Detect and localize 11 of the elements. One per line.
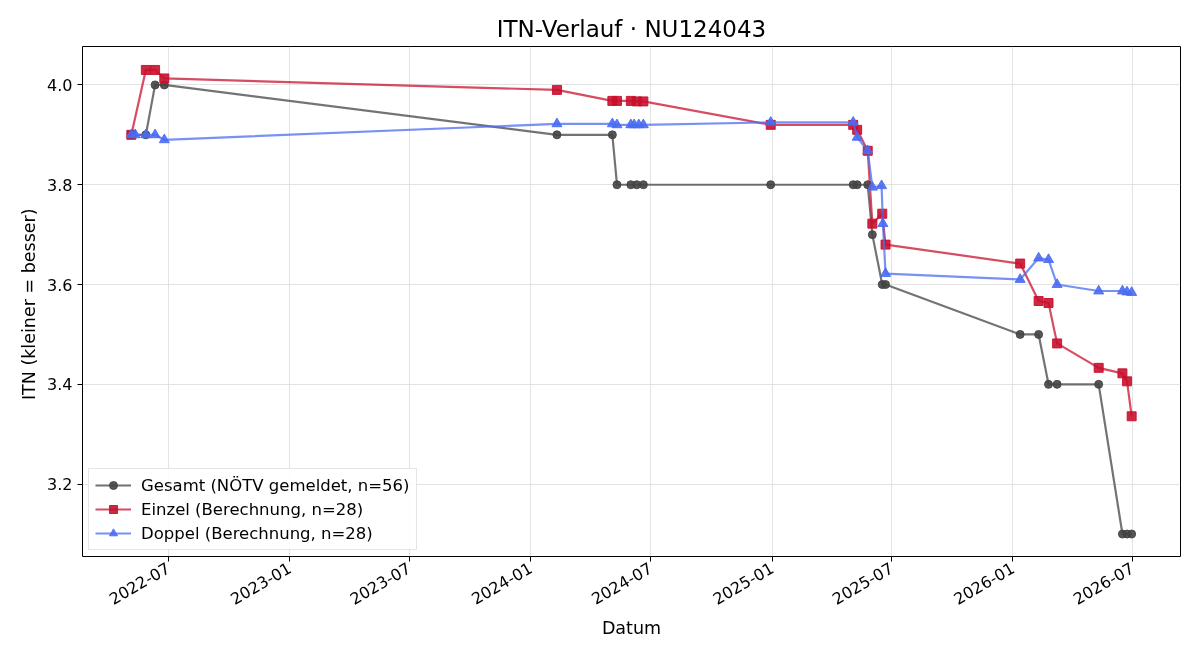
legend-label: Doppel (Berechnung, n=28): [141, 523, 373, 543]
legend-label: Einzel (Berechnung, n=28): [141, 499, 364, 519]
y-tick-label: 4.0: [47, 75, 73, 95]
legend-label: Gesamt (NÖTV gemeldet, n=56): [141, 475, 410, 495]
y-axis-title: ITN (kleiner = besser): [19, 208, 40, 401]
y-tick-label: 3.6: [47, 275, 73, 295]
y-tick-label: 3.4: [47, 375, 73, 395]
y-tick-label: 3.2: [47, 475, 73, 495]
x-axis-title: Datum: [601, 618, 662, 639]
y-tick-label: 3.8: [47, 175, 73, 195]
chart-title: ITN-Verlauf · NU124043: [496, 15, 767, 42]
